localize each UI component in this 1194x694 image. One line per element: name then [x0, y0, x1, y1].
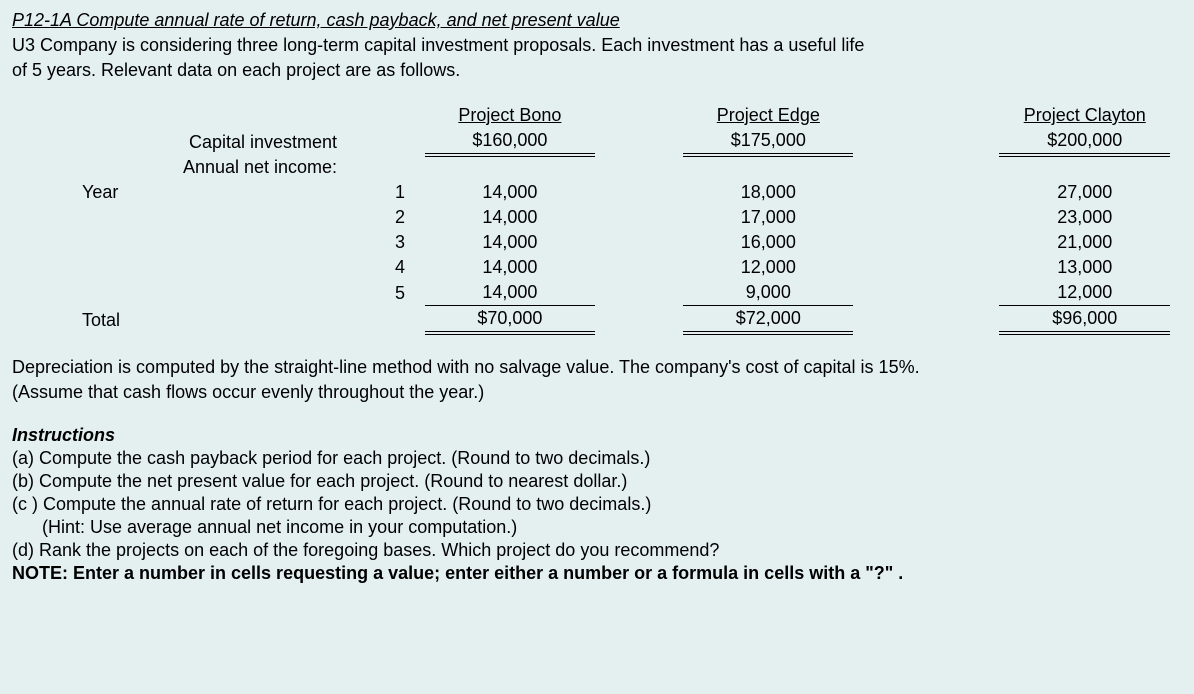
y4-clayton: 13,000	[1040, 257, 1130, 278]
y3-bono: 14,000	[465, 232, 555, 253]
year-3: 3	[395, 232, 405, 252]
header-project-bono: Project Bono	[458, 105, 561, 125]
capital-clayton: $200,000	[1040, 130, 1130, 151]
instruction-d: (d) Rank the projects on each of the for…	[12, 540, 1182, 561]
header-project-clayton: Project Clayton	[1024, 105, 1146, 125]
y1-bono: 14,000	[465, 182, 555, 203]
year-5: 5	[395, 283, 405, 303]
y2-clayton: 23,000	[1040, 207, 1130, 228]
note-line: NOTE: Enter a number in cells requesting…	[12, 563, 1182, 584]
problem-title: P12-1A Compute annual rate of return, ca…	[12, 10, 1182, 31]
depreciation-note: Depreciation is computed by the straight…	[12, 357, 1182, 378]
total-clayton: $96,000	[1040, 308, 1130, 329]
y4-edge: 12,000	[723, 257, 813, 278]
y5-edge: 9,000	[723, 282, 813, 303]
label-capital-investment: Capital investment	[189, 132, 337, 152]
data-table: Project Bono Project Edge Project Clayto…	[12, 103, 1182, 335]
y4-bono: 14,000	[465, 257, 555, 278]
year-1: 1	[395, 182, 405, 202]
intro-line-2: of 5 years. Relevant data on each projec…	[12, 60, 1182, 81]
y5-bono: 14,000	[465, 282, 555, 303]
instruction-b: (b) Compute the net present value for ea…	[12, 471, 1182, 492]
header-project-edge: Project Edge	[717, 105, 820, 125]
label-annual-net-income: Annual net income:	[183, 157, 337, 177]
year-2: 2	[395, 207, 405, 227]
assumption-note: (Assume that cash flows occur evenly thr…	[12, 382, 1182, 403]
label-year: Year	[82, 182, 118, 202]
y3-edge: 16,000	[723, 232, 813, 253]
y1-edge: 18,000	[723, 182, 813, 203]
intro-line-1: U3 Company is considering three long-ter…	[12, 35, 1182, 56]
y1-clayton: 27,000	[1040, 182, 1130, 203]
capital-edge: $175,000	[723, 130, 813, 151]
year-4: 4	[395, 257, 405, 277]
y5-clayton: 12,000	[1040, 282, 1130, 303]
total-bono: $70,000	[465, 308, 555, 329]
instruction-c-hint: (Hint: Use average annual net income in …	[12, 517, 1182, 538]
instruction-a: (a) Compute the cash payback period for …	[12, 448, 1182, 469]
y2-edge: 17,000	[723, 207, 813, 228]
label-total: Total	[82, 310, 120, 330]
total-edge: $72,000	[723, 308, 813, 329]
y3-clayton: 21,000	[1040, 232, 1130, 253]
instructions-header: Instructions	[12, 425, 1182, 446]
capital-bono: $160,000	[465, 130, 555, 151]
y2-bono: 14,000	[465, 207, 555, 228]
instruction-c: (c ) Compute the annual rate of return f…	[12, 494, 1182, 515]
